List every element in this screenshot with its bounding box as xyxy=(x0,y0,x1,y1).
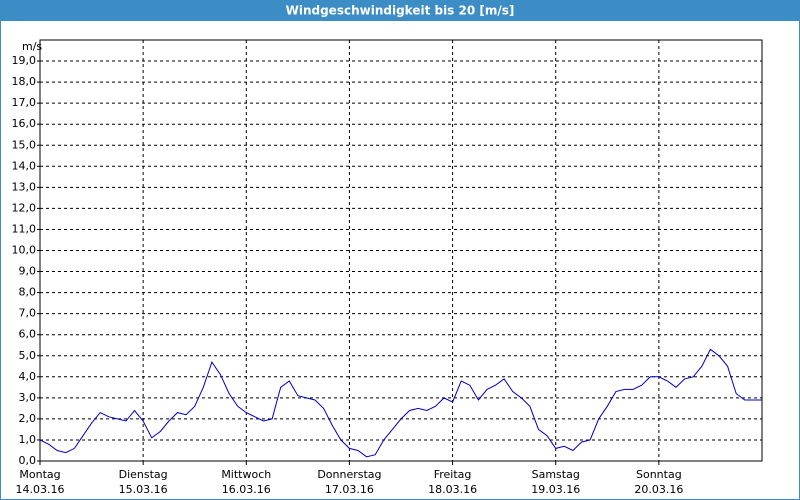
y-tick-label: 15,0 xyxy=(12,138,37,151)
x-day-label: Mittwoch xyxy=(221,468,271,481)
y-tick-label: 16,0 xyxy=(12,117,37,130)
x-date-label: 20.03.16 xyxy=(634,483,683,496)
x-date-label: 17.03.16 xyxy=(325,483,374,496)
x-day-label: Sonntag xyxy=(636,468,682,481)
x-day-label: Samstag xyxy=(532,468,580,481)
y-tick-label: 3,0 xyxy=(19,391,37,404)
y-tick-label: 18,0 xyxy=(12,75,37,88)
x-day-label: Montag xyxy=(19,468,60,481)
y-tick-label: 10,0 xyxy=(12,244,37,257)
chart-title: Windgeschwindigkeit bis 20 [m/s] xyxy=(286,4,515,18)
y-tick-label: 6,0 xyxy=(19,328,37,341)
x-day-label: Donnerstag xyxy=(317,468,381,481)
x-day-label: Freitag xyxy=(434,468,472,481)
y-unit: m/s xyxy=(22,40,42,53)
x-date-label: 18.03.16 xyxy=(428,483,477,496)
x-date-label: 19.03.16 xyxy=(531,483,580,496)
title-bar xyxy=(0,0,800,21)
y-tick-label: 11,0 xyxy=(12,222,37,235)
y-tick-label: 14,0 xyxy=(12,159,37,172)
x-date-label: 16.03.16 xyxy=(222,483,271,496)
x-date-label: 14.03.16 xyxy=(16,483,65,496)
y-tick-label: 4,0 xyxy=(19,370,37,383)
y-tick-label: 19,0 xyxy=(12,54,37,67)
y-tick-label: 7,0 xyxy=(19,307,37,320)
grid xyxy=(40,40,762,461)
y-tick-label: 8,0 xyxy=(19,286,37,299)
y-tick-label: 2,0 xyxy=(19,412,37,425)
y-tick-label: 0,0 xyxy=(19,454,37,467)
wind-line xyxy=(39,348,762,458)
y-tick-label: 1,0 xyxy=(19,433,37,446)
y-tick-label: 17,0 xyxy=(12,96,37,109)
y-tick-label: 5,0 xyxy=(19,349,37,362)
x-day-label: Dienstag xyxy=(119,468,168,481)
y-tick-label: 12,0 xyxy=(12,201,37,214)
x-date-label: 15.03.16 xyxy=(119,483,168,496)
y-tick-label: 13,0 xyxy=(12,180,37,193)
y-tick-label: 9,0 xyxy=(19,265,37,278)
